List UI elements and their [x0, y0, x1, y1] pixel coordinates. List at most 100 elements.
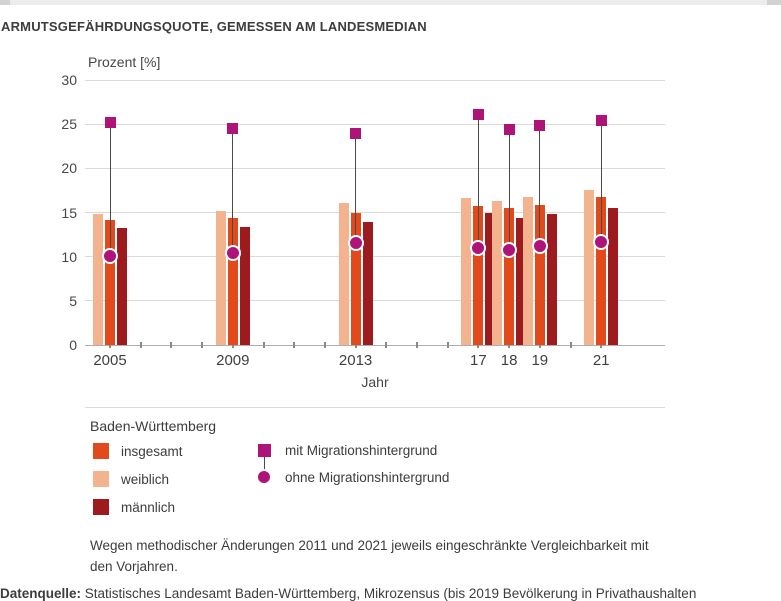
square-marker-icon — [258, 444, 271, 457]
x-tick-label-18: 18 — [500, 352, 518, 369]
x-axis-year-tick-2015 — [416, 342, 418, 348]
weiblich-swatch-icon — [93, 471, 109, 487]
marker-ohne-migrationshintergrund-2013 — [347, 235, 364, 252]
bar-weiblich-18 — [492, 201, 503, 345]
legend: Baden-Württemberg insgesamt weiblich män… — [90, 418, 449, 515]
legend-marker-connector — [264, 457, 265, 471]
bar-weiblich-2005 — [93, 214, 103, 345]
x-axis-year-tick-2014 — [385, 342, 388, 348]
bar-weiblich-19 — [522, 197, 533, 345]
y-axis-title: Prozent [%] — [88, 54, 161, 70]
legend-item-insgesamt: insgesamt — [93, 443, 183, 459]
footnote-line: den Vorjahren. — [90, 559, 178, 574]
gridline-20 — [85, 167, 665, 169]
legend-item-label: insgesamt — [121, 443, 183, 459]
x-axis-year-tick-2017 — [477, 342, 480, 348]
gridline-15 — [85, 212, 665, 213]
bar-männlich-21 — [608, 208, 619, 345]
x-axis-year-tick-2005 — [109, 342, 111, 348]
legend-separator — [85, 407, 665, 408]
marker-connector-2005 — [109, 122, 111, 256]
y-tick-label-30: 30 — [61, 72, 77, 88]
chart-title: ARMUTSGEFÄHRDUNGSQUOTE, GEMESSEN AM LAND… — [1, 19, 427, 34]
bar-weiblich-2013 — [338, 202, 349, 345]
marker-connector-18 — [508, 129, 510, 250]
bar-insgesamt-19 — [534, 204, 545, 345]
marker-connector-21 — [600, 120, 602, 242]
y-tick-label-25: 25 — [61, 116, 77, 133]
x-tick-label-17: 17 — [470, 352, 487, 369]
gridline-10 — [85, 256, 665, 258]
bar-insgesamt-21 — [596, 196, 607, 345]
bar-männlich-2005 — [117, 228, 127, 345]
gridline-5 — [85, 300, 665, 302]
y-tick-label-20: 20 — [61, 160, 77, 177]
marker-ohne-migrationshintergrund-19 — [531, 238, 548, 255]
bar-insgesamt-18 — [504, 208, 515, 345]
marker-ohne-migrationshintergrund-2009 — [224, 245, 241, 262]
marker-mit-migrationshintergrund-17 — [472, 108, 484, 120]
x-axis-year-tick-2007 — [170, 342, 173, 348]
marker-ohne-migrationshintergrund-18 — [501, 241, 518, 258]
marker-ohne-migrationshintergrund-17 — [470, 239, 487, 256]
marker-connector-19 — [539, 125, 541, 247]
marker-mit-migrationshintergrund-19 — [534, 120, 546, 132]
bar-männlich-19 — [546, 214, 557, 345]
bar-männlich-17 — [485, 213, 496, 345]
marker-connector-2009 — [232, 128, 234, 254]
data-source-label: Datenquelle: — [0, 586, 82, 601]
gridline-25 — [85, 123, 665, 125]
y-tick-label-0: 0 — [69, 337, 77, 353]
marker-mit-migrationshintergrund-2013 — [350, 128, 362, 140]
marker-connector-2013 — [355, 133, 357, 244]
bar-männlich-18 — [516, 217, 527, 345]
y-tick-label-5: 5 — [69, 292, 77, 309]
bar-insgesamt-2009 — [227, 217, 238, 345]
x-axis-year-tick-2020 — [569, 342, 572, 348]
bar-männlich-2013 — [362, 222, 373, 345]
x-axis-year-tick-2016 — [446, 342, 449, 348]
top-border-right-cap — [767, 0, 781, 5]
data-source: Datenquelle: Statistisches Landesamt Bad… — [0, 586, 696, 601]
marker-connector-17 — [477, 114, 479, 248]
bar-weiblich-2009 — [215, 210, 226, 345]
x-axis-year-tick-2012 — [323, 342, 326, 348]
x-axis-year-tick-2021 — [600, 342, 603, 348]
x-tick-label-2005: 2005 — [93, 352, 127, 369]
x-tick-label-2013: 2013 — [338, 352, 373, 369]
y-tick-label-10: 10 — [61, 248, 77, 265]
legend-item-label: weiblich — [121, 471, 170, 487]
x-tick-label-21: 21 — [592, 352, 610, 369]
x-axis-year-tick-2010 — [262, 342, 265, 348]
maennlich-swatch-icon — [93, 499, 109, 515]
legend-item-label: männlich — [121, 499, 176, 515]
top-border — [0, 0, 781, 5]
y-tick-label-15: 15 — [61, 204, 77, 221]
data-source-text: Statistisches Landesamt Baden-Württember… — [81, 586, 697, 601]
x-tick-label-19: 19 — [531, 352, 549, 369]
bar-insgesamt-17 — [473, 206, 484, 345]
bar-weiblich-17 — [461, 198, 472, 345]
marker-mit-migrationshintergrund-18 — [503, 123, 515, 135]
x-axis-year-tick-2011 — [293, 342, 296, 348]
legend-region-label: Baden-Württemberg — [90, 418, 217, 434]
bar-männlich-2009 — [239, 226, 250, 345]
x-axis-year-tick-2019 — [538, 342, 541, 348]
bar-insgesamt-2013 — [350, 212, 361, 345]
marker-ohne-migrationshintergrund-21 — [593, 233, 610, 250]
x-axis-year-tick-2008 — [201, 342, 204, 348]
bar-insgesamt-2005 — [105, 220, 115, 345]
bar-weiblich-21 — [584, 189, 595, 345]
footnote: Wegen methodischer Änderungen 2011 und 2… — [90, 535, 649, 577]
legend-item-maennlich: männlich — [93, 499, 175, 515]
plot-area: 0 5 10 15 20 25 30 2005 2009 2013 17 18 19 21 — [61, 72, 665, 369]
top-border-left-cap — [0, 0, 10, 5]
x-axis-year-tick-2018 — [508, 342, 511, 348]
marker-mit-migrationshintergrund-2005 — [104, 116, 116, 128]
marker-mit-migrationshintergrund-2009 — [227, 123, 239, 135]
x-tick-label-2009: 2009 — [216, 352, 250, 369]
x-axis-label: Jahr — [361, 374, 389, 390]
marker-mit-migrationshintergrund-21 — [595, 115, 607, 127]
x-axis-year-tick-2006 — [139, 342, 142, 348]
circle-marker-icon — [256, 469, 272, 485]
